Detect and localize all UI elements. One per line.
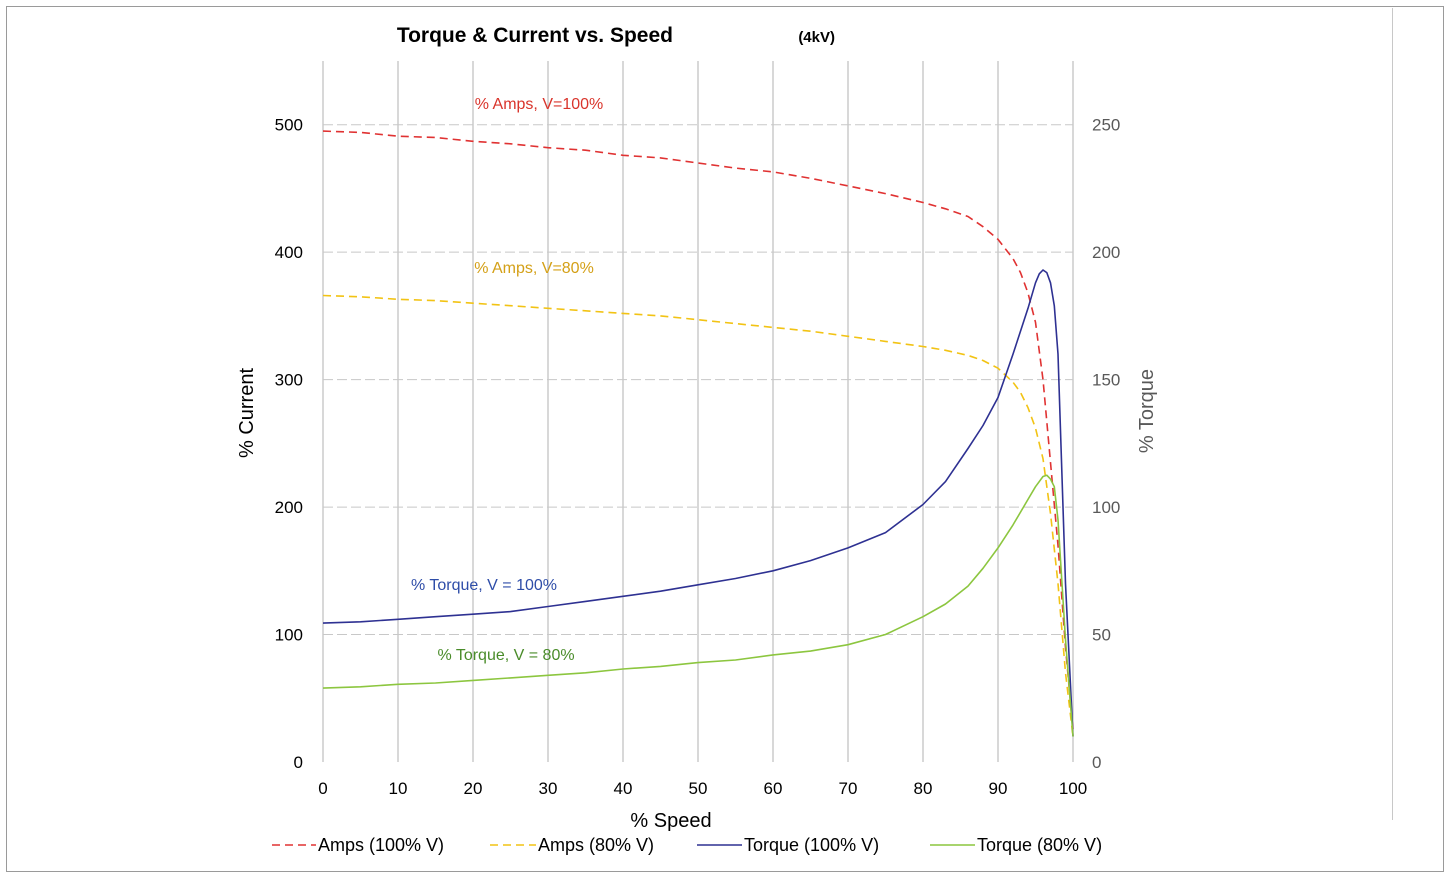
legend-label-torque-80: Torque (80% V) [977, 835, 1102, 855]
x-tick-60: 60 [764, 779, 783, 798]
y-tick-400: 400 [275, 243, 303, 262]
x-tick-0: 0 [318, 779, 327, 798]
x-tick-70: 70 [839, 779, 858, 798]
series-layer [322, 130, 1074, 737]
x-tick-30: 30 [539, 779, 558, 798]
x-axis-label: % Speed [630, 810, 711, 832]
series-line-amps-80 [322, 294, 1074, 737]
legend: Amps (100% V) Amps (80% V) Torque (100% … [272, 835, 1102, 855]
x-tick-90: 90 [989, 779, 1008, 798]
annotation-amps-80: % Amps, V=80% [474, 260, 594, 277]
y-tick-100: 100 [275, 626, 303, 645]
y-tick-0: 0 [294, 753, 303, 772]
annotation-amps-100: % Amps, V=100% [475, 96, 604, 113]
x-tick-80: 80 [914, 779, 933, 798]
y2-tick-50: 50 [1092, 626, 1111, 645]
x-tick-10: 10 [389, 779, 408, 798]
right-border-line [1392, 8, 1393, 820]
annotation-torque-100: % Torque, V = 100% [411, 577, 557, 594]
legend-label-amps-80: Amps (80% V) [538, 835, 654, 855]
series-line-amps-100 [322, 130, 1074, 731]
x-tick-40: 40 [614, 779, 633, 798]
y2-tick-100: 100 [1092, 498, 1120, 517]
y2-axis-label: % Torque [1136, 369, 1158, 453]
series-line-torque-80 [322, 474, 1074, 737]
y2-tick-150: 150 [1092, 371, 1120, 390]
y2-tick-0: 0 [1092, 753, 1101, 772]
y-tick-500: 500 [275, 116, 303, 135]
x-tick-50: 50 [689, 779, 708, 798]
annotation-torque-80: % Torque, V = 80% [437, 647, 574, 664]
x-tick-20: 20 [464, 779, 483, 798]
tick-labels: 0 10 20 30 40 50 60 70 80 90 100 0 100 200 300 400 500 0 5… [275, 116, 1121, 798]
gridlines [322, 61, 1074, 762]
y-tick-200: 200 [275, 498, 303, 517]
series-line-torque-100 [322, 269, 1074, 737]
legend-label-torque-100: Torque (100% V) [744, 835, 879, 855]
chart-title: Torque & Current vs. Speed [397, 24, 673, 47]
x-tick-100: 100 [1059, 779, 1087, 798]
chart-title-suffix: (4kV) [798, 29, 835, 46]
chart-frame [6, 6, 1444, 872]
y-axis-label: % Current [236, 368, 258, 458]
legend-label-amps-100: Amps (100% V) [318, 835, 444, 855]
y2-tick-200: 200 [1092, 243, 1120, 262]
y-tick-300: 300 [275, 371, 303, 390]
y2-tick-250: 250 [1092, 116, 1120, 135]
